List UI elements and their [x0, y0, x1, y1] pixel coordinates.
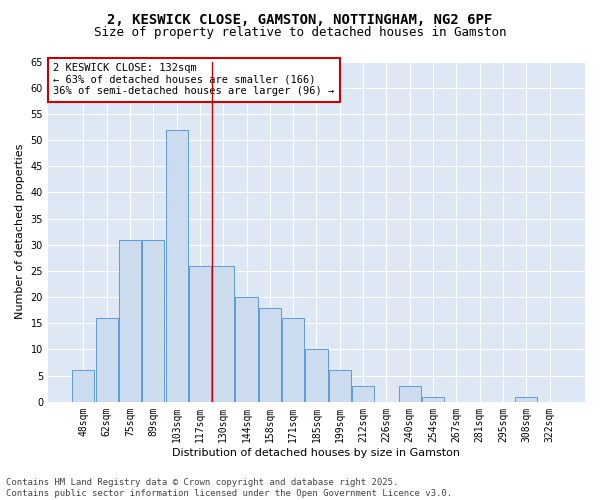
Bar	[329, 370, 351, 402]
Bar	[515, 396, 537, 402]
Bar	[95, 318, 118, 402]
Bar	[235, 297, 257, 402]
Bar	[422, 396, 444, 402]
Text: Size of property relative to detached houses in Gamston: Size of property relative to detached ho…	[94, 26, 506, 39]
Bar	[119, 240, 141, 402]
Bar	[166, 130, 188, 402]
Bar	[352, 386, 374, 402]
Y-axis label: Number of detached properties: Number of detached properties	[15, 144, 25, 320]
Text: 2, KESWICK CLOSE, GAMSTON, NOTTINGHAM, NG2 6PF: 2, KESWICK CLOSE, GAMSTON, NOTTINGHAM, N…	[107, 12, 493, 26]
Bar	[398, 386, 421, 402]
Text: Contains HM Land Registry data © Crown copyright and database right 2025.
Contai: Contains HM Land Registry data © Crown c…	[6, 478, 452, 498]
Bar	[142, 240, 164, 402]
Bar	[73, 370, 94, 402]
X-axis label: Distribution of detached houses by size in Gamston: Distribution of detached houses by size …	[172, 448, 460, 458]
Bar	[259, 308, 281, 402]
Text: 2 KESWICK CLOSE: 132sqm
← 63% of detached houses are smaller (166)
36% of semi-d: 2 KESWICK CLOSE: 132sqm ← 63% of detache…	[53, 63, 335, 96]
Bar	[305, 350, 328, 402]
Bar	[212, 266, 235, 402]
Bar	[189, 266, 211, 402]
Bar	[282, 318, 304, 402]
